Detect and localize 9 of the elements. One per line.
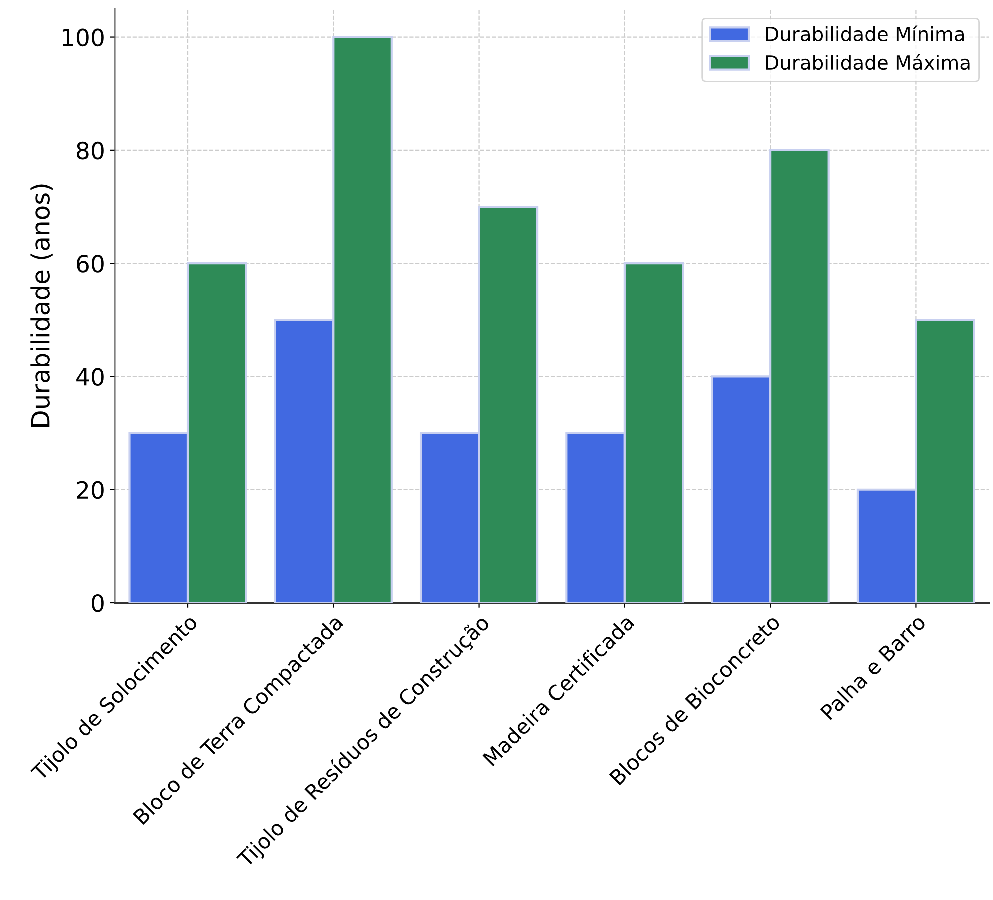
legend-label: Durabilidade Mínima <box>766 26 964 42</box>
y-tick-label: 80 <box>77 142 104 160</box>
y-tick-label: 40 <box>76 368 104 386</box>
y-tick-label: 0 <box>92 594 104 612</box>
y-tick-label: 20 <box>77 481 104 500</box>
legend-label: Durabilidade Máxima <box>766 54 970 70</box>
y-axis-title: Durabilidade (anos) <box>30 184 53 427</box>
y-tick-label: 60 <box>77 255 104 273</box>
y-tick-label: 100 <box>62 28 104 47</box>
